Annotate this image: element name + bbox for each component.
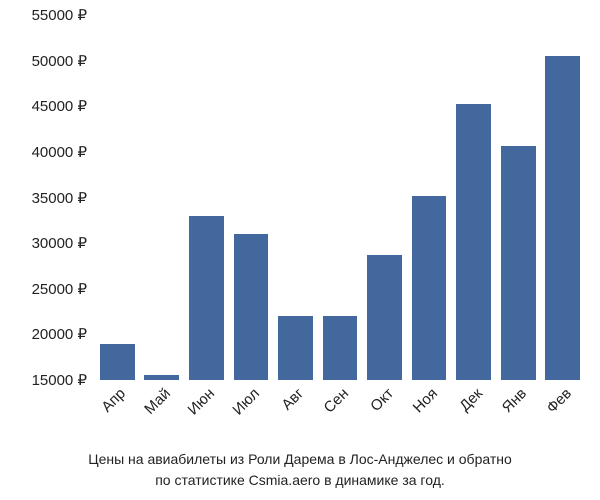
plot-area <box>95 15 585 380</box>
x-tick-label: Апр <box>99 385 130 416</box>
x-tick-label: Авг <box>279 385 308 414</box>
y-tick-label: 15000 ₽ <box>32 371 87 389</box>
y-tick-label: 45000 ₽ <box>32 97 87 115</box>
price-chart: 15000 ₽ 20000 ₽ 25000 ₽ 30000 ₽ 35000 ₽ 40000… <box>10 10 590 490</box>
y-tick-label: 20000 ₽ <box>32 325 87 343</box>
caption-line-1: Цены на авиабилеты из Роли Дарема в Лос-… <box>88 451 512 467</box>
y-tick-label: 50000 ₽ <box>32 52 87 70</box>
bar <box>278 316 313 380</box>
y-tick-label: 30000 ₽ <box>32 234 87 252</box>
bar <box>545 56 580 380</box>
bar <box>412 196 447 380</box>
bar <box>456 104 491 380</box>
x-tick-label: Ноя <box>410 385 441 416</box>
x-tick-label: Фев <box>543 385 575 417</box>
bars-group <box>95 15 585 380</box>
bar <box>144 375 179 380</box>
x-axis: Апр Май Июн Июл Авг Сен Окт Ноя Дек Янв Фев <box>95 385 585 445</box>
bar <box>189 216 224 380</box>
y-tick-label: 25000 ₽ <box>32 280 87 298</box>
x-tick-label: Май <box>141 385 174 418</box>
x-tick-label: Янв <box>499 385 530 416</box>
bar <box>501 146 536 381</box>
x-tick-label: Июл <box>229 385 263 419</box>
x-tick-label: Сен <box>321 385 352 416</box>
x-tick-label: Окт <box>367 385 397 415</box>
y-tick-label: 40000 ₽ <box>32 143 87 161</box>
chart-caption: Цены на авиабилеты из Роли Дарема в Лос-… <box>0 449 600 490</box>
y-axis: 15000 ₽20000 ₽25000 ₽30000 ₽35000 ₽40000… <box>10 15 95 380</box>
bar <box>367 255 402 380</box>
bar <box>234 234 269 380</box>
caption-line-2: по статистике Csmia.aero в динамике за г… <box>155 472 445 488</box>
bar <box>323 316 358 380</box>
y-tick-label: 35000 ₽ <box>32 189 87 207</box>
x-tick-label: Дек <box>456 385 486 415</box>
bar <box>100 344 135 381</box>
x-tick-label: Июн <box>185 385 218 418</box>
y-tick-label: 55000 ₽ <box>32 6 87 24</box>
